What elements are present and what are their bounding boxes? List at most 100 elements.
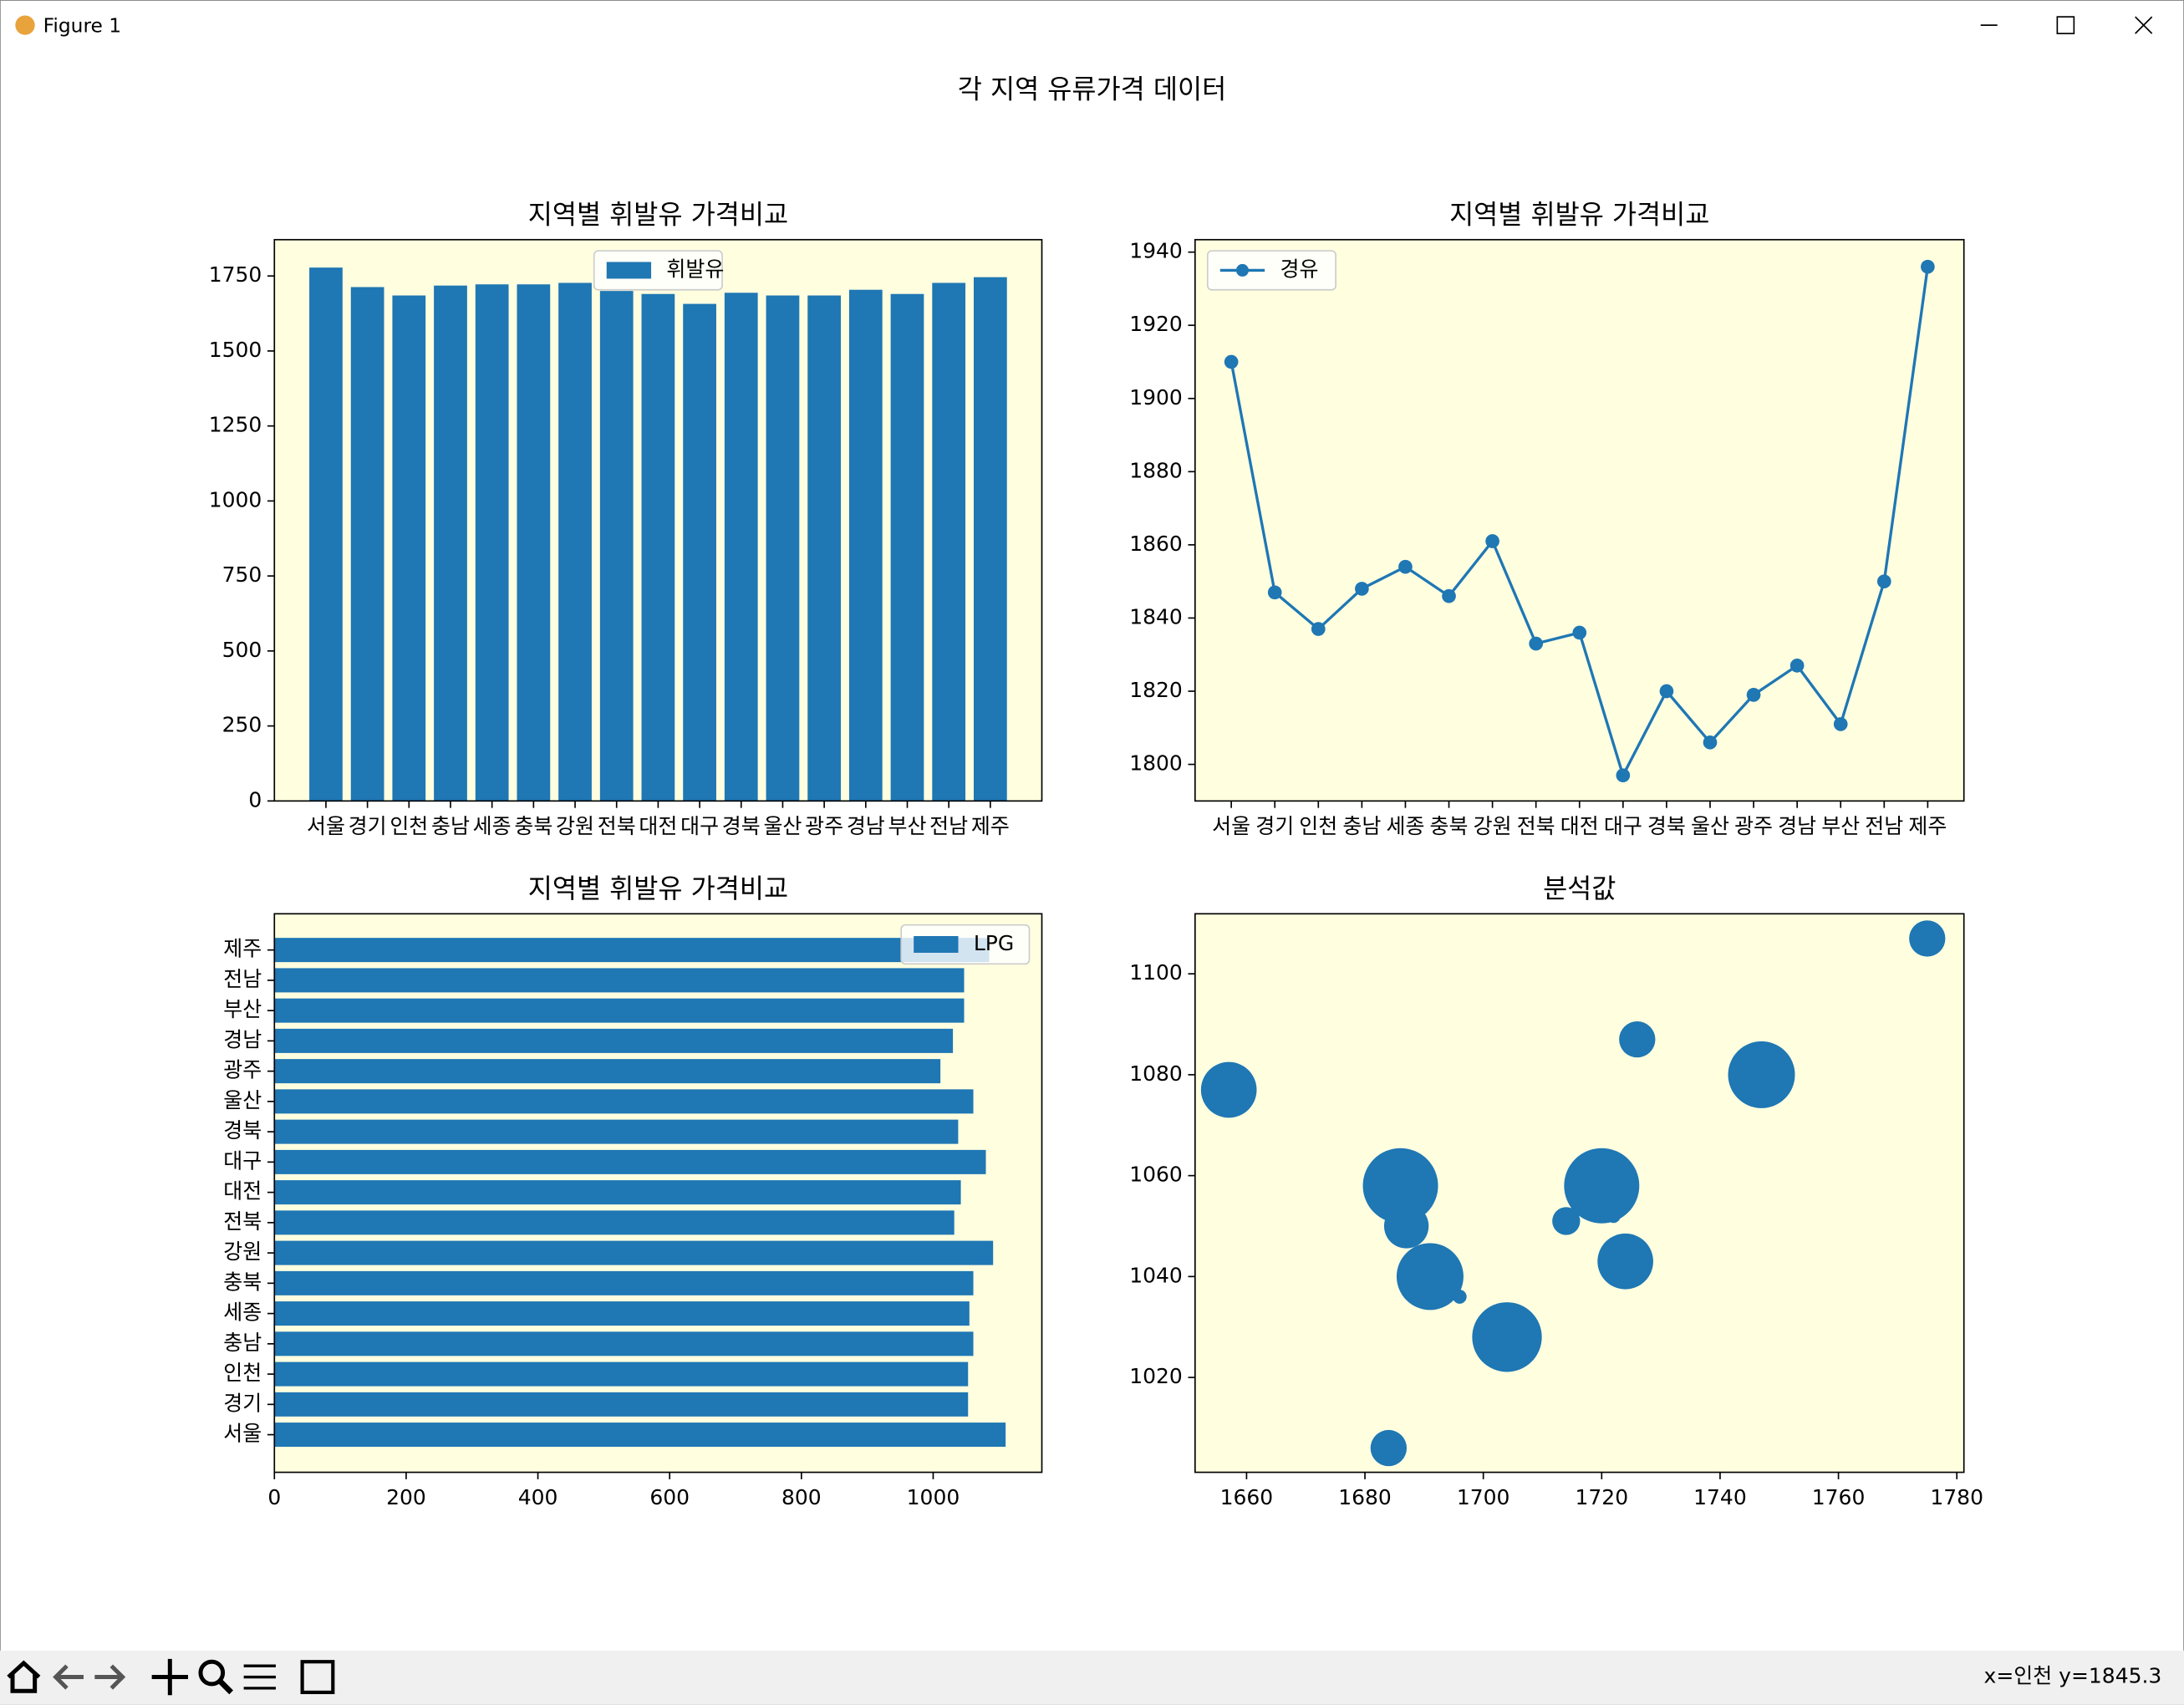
forward-button[interactable] xyxy=(94,1664,126,1690)
y-tick-label: 500 xyxy=(222,638,262,662)
line-marker xyxy=(1311,622,1326,636)
legend-box xyxy=(1206,250,1336,291)
x-tick-label: 1740 xyxy=(1693,1485,1747,1509)
y-tick-label: 1080 xyxy=(1129,1061,1183,1086)
x-tick-label: 서울 xyxy=(307,814,345,838)
y-tick-label: 1920 xyxy=(1129,312,1183,336)
bar xyxy=(475,284,509,802)
x-tick-label: 경기 xyxy=(349,814,387,838)
x-tick-label: 200 xyxy=(386,1485,426,1509)
legend-marker xyxy=(1235,263,1249,277)
bar xyxy=(683,303,716,802)
line-marker xyxy=(1529,636,1544,651)
x-tick-label: 1760 xyxy=(1812,1485,1866,1509)
legend-patch xyxy=(914,935,959,953)
scatter-point xyxy=(1564,1148,1640,1224)
y-tick-label: 충북 xyxy=(223,1270,262,1294)
x-tick-label: 세종 xyxy=(1386,814,1424,838)
scatter-point xyxy=(1909,920,1946,957)
x-tick-label: 0 xyxy=(267,1485,281,1509)
line-marker xyxy=(1355,582,1369,596)
y-tick-label: 750 xyxy=(222,562,262,587)
scatter-point xyxy=(1396,1243,1464,1311)
save-button[interactable] xyxy=(300,1660,335,1694)
x-tick-label: 강원 xyxy=(556,814,594,838)
x-tick-label: 충남 xyxy=(1342,814,1381,838)
x-tick-label: 경남 xyxy=(1778,814,1816,838)
x-tick-label: 1680 xyxy=(1338,1485,1392,1509)
x-tick-label: 제주 xyxy=(1908,814,1947,838)
x-tick-label: 1000 xyxy=(907,1485,960,1509)
x-tick-label: 제주 xyxy=(971,814,1010,838)
x-tick-label: 충북 xyxy=(514,814,552,838)
chart-title: 분석값 xyxy=(1543,874,1616,904)
bar xyxy=(274,1149,986,1174)
x-tick-label: 인천 xyxy=(1299,814,1337,838)
x-tick-label: 전남 xyxy=(1865,814,1903,838)
x-tick-label: 광주 xyxy=(805,814,843,838)
bar xyxy=(274,1301,970,1326)
bar xyxy=(274,1361,969,1387)
bar xyxy=(274,938,990,963)
x-tick-label: 대전 xyxy=(1560,814,1599,838)
line-marker xyxy=(1921,259,1935,274)
window-title: Figure 1 xyxy=(43,13,121,37)
zoom-handle xyxy=(217,1679,233,1695)
bar xyxy=(274,1423,1006,1448)
plot-frame xyxy=(1194,913,1965,1473)
scatter-point xyxy=(1597,1233,1653,1290)
x-tick-label: 600 xyxy=(649,1485,690,1509)
x-tick-label: 대구 xyxy=(1604,814,1642,838)
y-tick-label: 1750 xyxy=(209,262,262,287)
bar xyxy=(641,293,675,802)
line-marker xyxy=(1876,574,1891,588)
zoom-button[interactable] xyxy=(198,1659,226,1687)
plot-frame xyxy=(273,913,1043,1473)
x-tick-label: 부산 xyxy=(888,814,926,838)
bar xyxy=(274,1089,974,1114)
line-marker xyxy=(1833,717,1848,731)
y-tick-label: 인천 xyxy=(223,1361,262,1385)
y-tick-label: 1860 xyxy=(1129,532,1183,556)
back-button[interactable] xyxy=(53,1664,84,1690)
x-tick-label: 경북 xyxy=(722,814,761,838)
line-marker xyxy=(1703,735,1718,750)
line-marker xyxy=(1398,559,1413,574)
bar xyxy=(350,287,384,802)
x-tick-label: 전남 xyxy=(929,814,968,838)
line-marker xyxy=(1485,534,1499,548)
scatter-point xyxy=(1472,1302,1542,1372)
x-tick-label: 서울 xyxy=(1212,814,1250,838)
x-tick-label: 인천 xyxy=(389,814,428,838)
scatter-point xyxy=(1728,1041,1795,1108)
close-button[interactable] xyxy=(2135,16,2153,34)
y-tick-label: 1100 xyxy=(1129,960,1183,985)
configure-button[interactable] xyxy=(243,1664,276,1690)
status-text: x=인천 y=1845.3 xyxy=(1984,1664,2162,1688)
x-tick-label: 세종 xyxy=(473,814,512,838)
line-marker xyxy=(1746,688,1761,702)
bar xyxy=(274,1028,954,1053)
maximize-button[interactable] xyxy=(2056,16,2075,34)
home-button[interactable] xyxy=(7,1660,41,1693)
y-tick-label: 1500 xyxy=(209,338,262,362)
title-bar: Figure 1 xyxy=(15,13,2153,37)
toolbar-bg xyxy=(0,1650,2184,1705)
bar xyxy=(558,282,592,802)
bar xyxy=(392,295,426,802)
plot-frame xyxy=(273,238,1043,802)
bar xyxy=(848,289,883,802)
x-tick-label: 충북 xyxy=(1430,814,1469,838)
bar xyxy=(890,293,924,802)
y-tick-label: 1000 xyxy=(209,487,262,512)
bar xyxy=(932,282,966,802)
x-tick-label: 800 xyxy=(781,1485,822,1509)
x-tick-label: 1720 xyxy=(1576,1485,1629,1509)
legend-box xyxy=(900,924,1031,965)
plot-frame xyxy=(1194,238,1965,802)
pan-button[interactable] xyxy=(151,1658,188,1696)
line-marker xyxy=(1789,659,1805,673)
bar xyxy=(274,1240,994,1265)
y-tick-label: 1900 xyxy=(1129,385,1183,410)
scatter-point xyxy=(1383,1204,1429,1249)
